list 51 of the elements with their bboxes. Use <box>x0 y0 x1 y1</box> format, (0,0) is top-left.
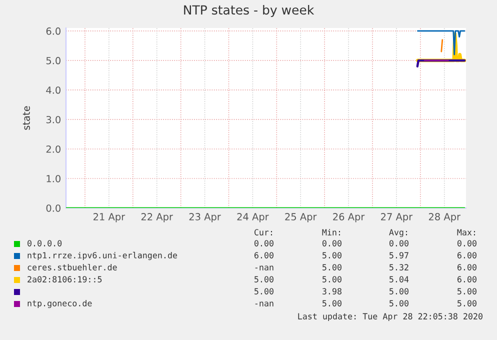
text: 6.00 <box>457 252 476 258</box>
legend-label: ntp1.rrze.ipv6.uni-erlangen.de <box>28 252 178 260</box>
text: Last update: Tue Apr 28 22:05:38 2020 <box>298 312 482 322</box>
text: -nan <box>255 266 274 270</box>
y-tick-label: 1.0 <box>46 174 60 182</box>
y-tick-label: 2.0 <box>46 145 60 153</box>
text: 5.00 <box>254 288 274 294</box>
y-axis-title: state <box>22 106 30 130</box>
legend-label: 0.0.0.0 <box>28 240 62 246</box>
text: -nan <box>255 302 274 306</box>
x-tick-label: 28 Apr <box>428 213 461 222</box>
text: 0.00 <box>322 240 342 246</box>
x-tick-label: 25 Apr <box>285 213 317 222</box>
y-tick-label: 6.0 <box>46 27 60 35</box>
x-tick-label: 27 Apr <box>381 213 413 222</box>
text: 5.00 <box>458 288 476 294</box>
text: 0.00 <box>389 240 408 246</box>
y-tick-label: 3.0 <box>46 116 60 124</box>
text: 5.00 <box>322 264 342 270</box>
text: 5.00 <box>390 288 408 294</box>
text: 6.00 <box>457 264 476 270</box>
x-tick-label: 22 Apr <box>141 213 173 222</box>
x-tick-label: 26 Apr <box>333 213 365 222</box>
text: 5.97 <box>390 252 408 258</box>
text: 5.04 <box>390 276 409 282</box>
y-tick-label: 4.0 <box>46 86 60 94</box>
x-tick-label: 24 Apr <box>237 213 269 222</box>
text: 6.00 <box>457 276 476 282</box>
legend-label: ntp.goneco.de <box>28 300 92 308</box>
legend-label: ceres.stbuehler.de <box>28 264 117 270</box>
chart-title: NTP states - by week <box>184 4 314 18</box>
text: 0.00 <box>457 240 476 246</box>
text: 0.00 <box>254 240 274 246</box>
text: 5.32 <box>390 264 408 270</box>
legend-label: 2a02:8106:19::5 <box>28 276 102 282</box>
x-tick-label: 23 Apr <box>189 213 221 222</box>
text: 5.00 <box>254 276 274 282</box>
text: Max: <box>457 229 475 236</box>
y-tick-label: 5.0 <box>46 56 60 64</box>
text: 6.00 <box>254 252 274 258</box>
y-tick-label: 0.0 <box>46 204 60 212</box>
text: Cur: <box>254 229 272 236</box>
text: 5.00 <box>458 300 476 306</box>
text: 5.00 <box>322 300 342 306</box>
text: 3.98 <box>322 288 342 294</box>
text: 5.00 <box>322 252 342 258</box>
x-tick-label: 21 Apr <box>94 213 126 222</box>
text: 5.00 <box>390 300 408 306</box>
text: 5.00 <box>322 276 342 282</box>
text: Min: <box>322 228 340 236</box>
text: Avg: <box>389 229 407 238</box>
